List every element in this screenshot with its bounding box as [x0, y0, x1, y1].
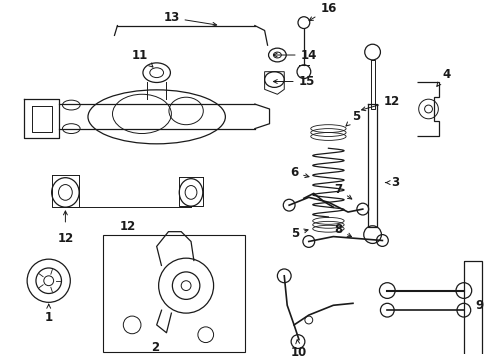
Text: 1: 1: [45, 304, 53, 324]
Text: 6: 6: [290, 166, 309, 179]
Text: 7: 7: [334, 183, 352, 199]
Text: 16: 16: [309, 3, 337, 21]
Text: 5: 5: [346, 111, 360, 126]
Bar: [464, 261, 482, 360]
Text: 5: 5: [291, 227, 308, 240]
Text: 15: 15: [273, 75, 315, 88]
Text: 8: 8: [334, 223, 351, 237]
Text: 9: 9: [476, 299, 484, 312]
Text: 12: 12: [362, 95, 400, 111]
Text: 11: 11: [132, 49, 153, 67]
Text: 13: 13: [163, 11, 217, 26]
Bar: [103, 235, 245, 352]
Text: 3: 3: [386, 176, 399, 189]
Text: 12: 12: [57, 232, 74, 245]
Text: 12: 12: [120, 220, 136, 233]
Text: 10: 10: [291, 340, 307, 359]
Text: 14: 14: [273, 49, 317, 62]
Text: 2: 2: [150, 341, 159, 354]
Text: 4: 4: [437, 68, 450, 86]
